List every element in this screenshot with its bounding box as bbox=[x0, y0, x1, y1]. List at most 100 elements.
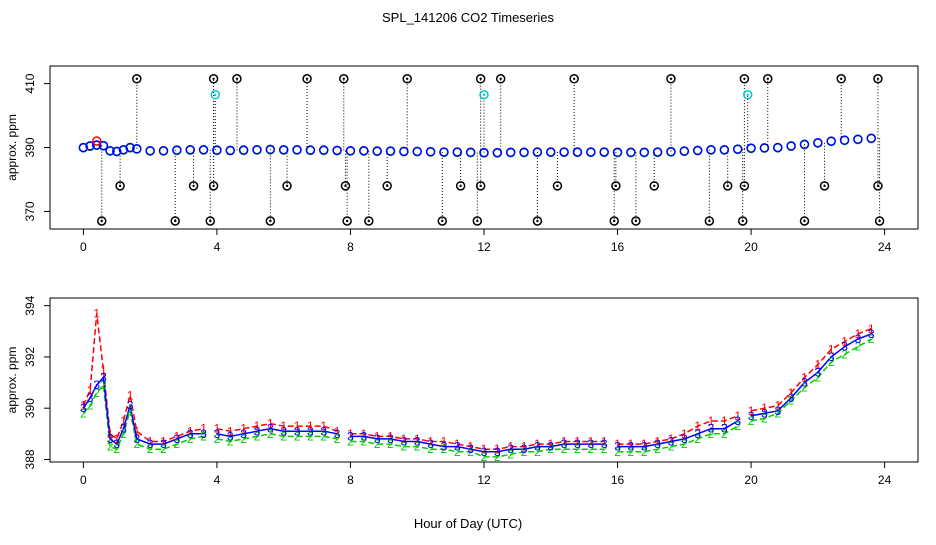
outlier-point bbox=[115, 181, 125, 191]
series-marker-1: 1 bbox=[587, 435, 594, 449]
outlier-point-center bbox=[406, 77, 409, 80]
series-marker-1: 1 bbox=[828, 342, 835, 356]
series-line-1 bbox=[82, 313, 872, 450]
outlier-point-center bbox=[385, 184, 389, 188]
outlier-point-center bbox=[235, 77, 239, 80]
outlier-point-center bbox=[305, 77, 309, 80]
outlier-point bbox=[495, 74, 506, 84]
series-marker-1: 1 bbox=[347, 427, 354, 441]
series-marker-3: 3 bbox=[614, 440, 621, 454]
series-marker-2: 2 bbox=[547, 442, 554, 456]
series-marker-3: 3 bbox=[601, 437, 608, 451]
series-marker-3: 3 bbox=[127, 399, 134, 413]
outlier-point bbox=[208, 74, 219, 84]
outlier-point-center bbox=[285, 184, 289, 188]
data-point bbox=[212, 145, 222, 155]
series-marker-1: 1 bbox=[547, 437, 554, 451]
outlier-point bbox=[132, 74, 142, 84]
series-marker-1: 1 bbox=[80, 399, 87, 413]
data-point bbox=[626, 147, 636, 158]
data-point bbox=[198, 144, 209, 155]
outlier-point-center bbox=[726, 184, 729, 188]
data-point bbox=[345, 145, 356, 156]
series-marker-1: 1 bbox=[307, 419, 314, 433]
series-marker-1: 1 bbox=[481, 442, 488, 456]
outlier-point-center bbox=[100, 219, 103, 223]
outlier-point-center bbox=[479, 184, 482, 188]
data-point bbox=[439, 147, 449, 157]
series-marker-3: 3 bbox=[774, 404, 781, 418]
series-marker-1: 1 bbox=[734, 409, 741, 423]
series-marker-3: 3 bbox=[855, 332, 862, 346]
data-point bbox=[492, 147, 503, 158]
series-marker-3: 3 bbox=[374, 432, 381, 446]
outlier-point bbox=[382, 181, 392, 191]
series-marker-2: 2 bbox=[441, 442, 448, 456]
series-marker-3: 3 bbox=[347, 429, 354, 443]
series-marker-2: 2 bbox=[668, 440, 675, 454]
series-marker-3: 3 bbox=[87, 391, 94, 405]
series-marker-1: 1 bbox=[113, 432, 120, 446]
outlier-point-center bbox=[766, 77, 769, 80]
outlier-point-center bbox=[634, 219, 638, 223]
x-tick-label: 20 bbox=[744, 240, 758, 254]
y-tick-label: 388 bbox=[23, 449, 37, 469]
series-marker-3: 3 bbox=[133, 432, 140, 446]
outlier-point bbox=[631, 216, 641, 226]
outlier-point bbox=[819, 181, 830, 191]
series-marker-1: 1 bbox=[414, 432, 421, 446]
outlier-point-center bbox=[876, 184, 880, 188]
series-marker-2: 2 bbox=[481, 450, 488, 464]
series-marker-2: 2 bbox=[721, 427, 728, 441]
outlier-point bbox=[873, 74, 883, 84]
data-point bbox=[332, 145, 342, 156]
data-point bbox=[652, 147, 663, 157]
series-marker-1: 1 bbox=[280, 419, 287, 433]
outlier-point-center bbox=[669, 77, 673, 80]
series-marker-2: 2 bbox=[694, 432, 701, 446]
outlier-point bbox=[874, 216, 885, 226]
outlier-point bbox=[742, 90, 753, 100]
series-marker-3: 3 bbox=[734, 414, 741, 428]
outlier-point bbox=[763, 74, 773, 84]
data-point bbox=[385, 146, 396, 156]
series-marker-1: 1 bbox=[133, 424, 140, 438]
outlier-point-center bbox=[479, 77, 482, 80]
series-marker-1: 1 bbox=[240, 422, 247, 436]
series-marker-1: 1 bbox=[748, 404, 755, 418]
series-marker-2: 2 bbox=[334, 432, 341, 446]
series-marker-3: 3 bbox=[521, 442, 528, 456]
outlier-point bbox=[282, 181, 292, 191]
series-marker-2: 2 bbox=[828, 355, 835, 369]
data-point bbox=[759, 143, 770, 153]
x-tick-label: 12 bbox=[477, 240, 491, 254]
data-point bbox=[639, 147, 649, 158]
outlier-point-center bbox=[476, 219, 479, 223]
series-marker-3: 3 bbox=[641, 440, 648, 454]
series-marker-3: 3 bbox=[100, 370, 107, 384]
data-point bbox=[425, 146, 436, 157]
data-point bbox=[91, 140, 102, 150]
outlier-point bbox=[836, 74, 846, 84]
series-marker-2: 2 bbox=[774, 406, 781, 420]
series-marker-2: 2 bbox=[87, 399, 94, 413]
series-marker-2: 2 bbox=[467, 445, 474, 459]
outlier-point-center bbox=[344, 184, 347, 188]
data-point bbox=[612, 147, 623, 158]
y-tick-label: 394 bbox=[23, 295, 37, 315]
outlier-point-center bbox=[345, 219, 349, 223]
outlier-point bbox=[739, 181, 750, 191]
series-marker-3: 3 bbox=[694, 427, 701, 441]
series-marker-3: 3 bbox=[93, 378, 100, 392]
series-marker-2: 2 bbox=[628, 445, 635, 459]
series-marker-2: 2 bbox=[127, 404, 134, 418]
series-marker-2: 2 bbox=[841, 347, 848, 361]
series-marker-2: 2 bbox=[200, 429, 207, 443]
series-marker-2: 2 bbox=[507, 447, 514, 461]
series-marker-3: 3 bbox=[240, 427, 247, 441]
series-marker-1: 1 bbox=[561, 435, 568, 449]
outlier-point bbox=[873, 181, 883, 191]
series-marker-3: 3 bbox=[227, 429, 234, 443]
y-tick-label: 390 bbox=[23, 137, 37, 157]
outlier-point-center bbox=[342, 77, 345, 80]
